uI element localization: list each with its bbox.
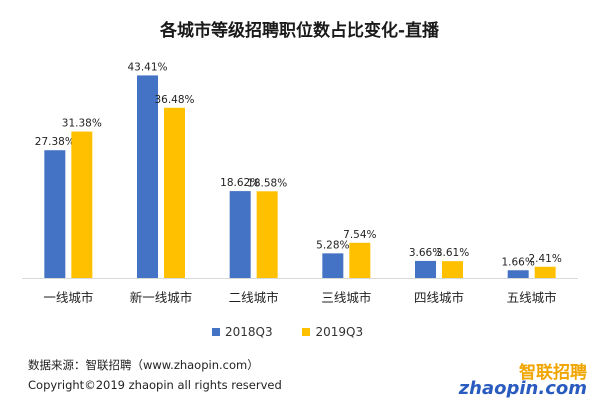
data-label-2019q3-1: 36.48% [154,94,194,106]
bar-2019q3-1 [164,107,185,278]
bar-2019q3-0 [71,131,93,278]
x-tick-label-5: 五线城市 [507,290,557,305]
copyright-note: Copyright©2019 zhaopin all rights reserv… [28,378,282,392]
x-tick-label-4: 四线城市 [414,290,464,305]
bar-2018q3-1 [137,75,158,278]
data-label-2019q3-5: 2.41% [528,253,561,265]
x-tick-label-1: 新一线城市 [130,290,193,305]
legend-label-2019q3: 2019Q3 [315,325,364,339]
data-label-2018q3-5: 1.66% [501,256,534,268]
logo-text-cn: 智联招聘 [519,363,587,383]
data-label-2019q3-4: 3.61% [436,247,469,259]
x-tick-label-3: 三线城市 [321,290,371,305]
legend-label-2018q3: 2018Q3 [225,325,273,339]
bar-2018q3-4 [415,260,436,278]
bar-2018q3-3 [322,253,344,278]
chart-legend: 2018Q3 2019Q3 [212,325,389,339]
bar-2018q3-2 [229,191,251,278]
data-label-2019q3-2: 18.58% [247,177,287,189]
bar-2019q3-2 [256,191,278,278]
data-label-2018q3-2: 18.62% [220,177,260,189]
legend-item-2019q3: 2019Q3 [302,325,363,339]
legend-swatch-2018q3 [212,328,220,336]
chart-title: 各城市等级招聘职位数占比变化-直播 [159,21,440,41]
logo-text-en: zhaopin.com [458,378,587,399]
data-source-note: 数据来源：智联招聘（www.zhaopin.com） [28,358,259,372]
data-label-2018q3-3: 5.28% [316,239,349,251]
legend-swatch-2019q3 [302,328,311,336]
data-label-2018q3-1: 43.41% [127,61,167,73]
x-tick-label-2: 二线城市 [229,290,279,305]
data-label-2018q3-0: 27.38% [35,136,75,148]
zhaopin-logo: 智联招聘 zhaopin.com [459,358,589,400]
bar-2019q3-4 [442,261,463,278]
bar-2019q3-5 [534,266,556,278]
bar-2019q3-3 [349,242,371,278]
data-label-2019q3-3: 7.54% [343,229,376,241]
bar-2018q3-0 [44,150,66,278]
data-label-2018q3-4: 3.66% [409,247,442,259]
x-tick-label-0: 一线城市 [43,290,93,305]
bar-2018q3-5 [507,270,529,278]
legend-item-2018q3: 2018Q3 [212,325,273,339]
data-label-2019q3-0: 31.38% [62,118,102,130]
